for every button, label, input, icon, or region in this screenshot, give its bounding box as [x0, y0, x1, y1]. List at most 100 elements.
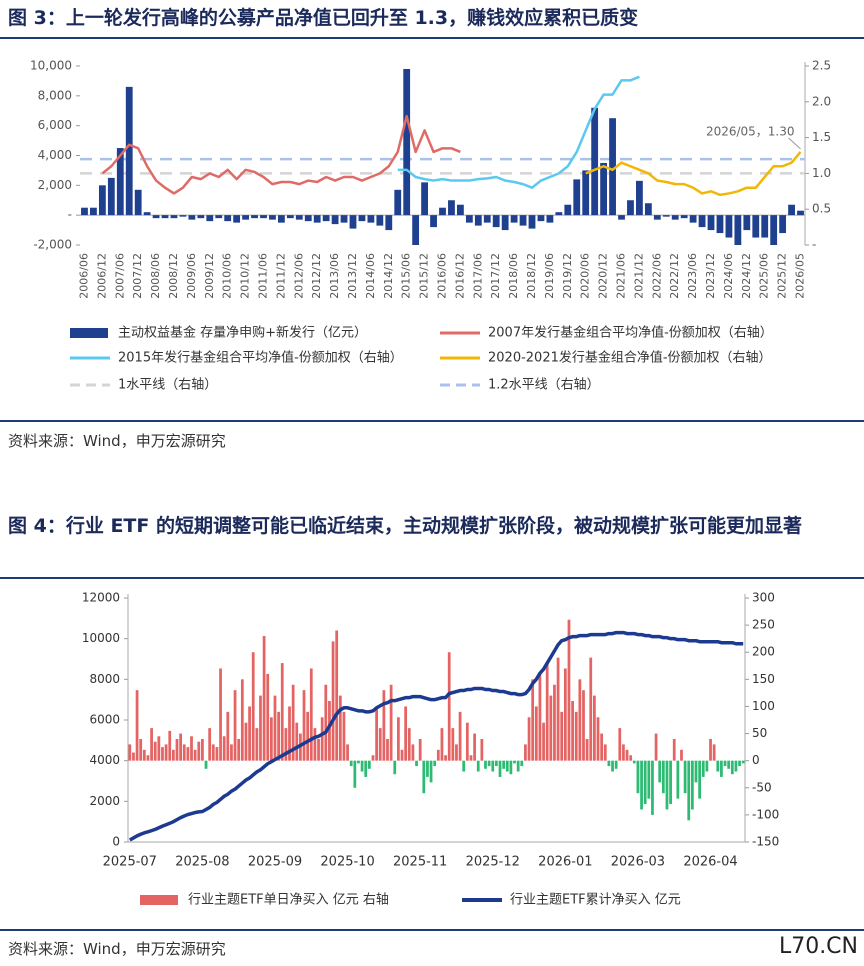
- bar: [694, 760, 698, 783]
- bar: [385, 215, 393, 231]
- bar: [600, 733, 604, 761]
- bar: [614, 760, 618, 769]
- x-tick-label: 2011/12: [274, 253, 287, 299]
- bar: [589, 657, 593, 761]
- y2-tick-label: 150: [752, 672, 775, 686]
- bar: [683, 760, 687, 794]
- figure-title: 图 3：上一轮发行高峰的公募产品净值已回升至 1.3，赚钱效应累积已质变: [8, 7, 639, 29]
- bar: [376, 215, 384, 226]
- bar: [643, 760, 647, 805]
- bar: [553, 684, 556, 761]
- bar: [743, 215, 751, 231]
- bar: [157, 736, 161, 761]
- bar: [260, 215, 267, 219]
- bar: [284, 728, 288, 761]
- bar: [219, 668, 222, 761]
- bar: [349, 760, 353, 767]
- bar: [244, 722, 248, 761]
- bar: [716, 760, 720, 772]
- bar: [585, 738, 589, 761]
- bar: [90, 207, 97, 216]
- bar: [582, 170, 590, 216]
- x-tick-label: 2007/06: [113, 253, 126, 299]
- bar: [386, 738, 389, 761]
- bar: [240, 679, 244, 761]
- bar: [426, 760, 429, 777]
- bar: [770, 215, 778, 245]
- bar: [269, 717, 273, 761]
- bar: [457, 204, 464, 216]
- legend-label: 行业主题ETF单日净买入 亿元 右轴: [188, 893, 389, 908]
- bar: [465, 215, 473, 223]
- bar: [182, 744, 186, 761]
- y-tick-label: 2000: [89, 794, 120, 808]
- bar: [727, 760, 731, 769]
- bar: [701, 760, 705, 777]
- bar: [349, 215, 357, 229]
- bar: [603, 744, 607, 761]
- bar: [364, 760, 368, 777]
- bar: [248, 706, 251, 761]
- bar: [317, 738, 320, 761]
- x-tick-label: 2009/12: [203, 253, 216, 299]
- bar: [546, 215, 554, 223]
- bar: [251, 652, 255, 761]
- bar: [230, 744, 233, 761]
- legend-label: 1水平线（右轴）: [118, 378, 217, 393]
- bar: [607, 760, 611, 767]
- bar: [152, 215, 160, 219]
- bar: [164, 744, 168, 761]
- bar: [357, 760, 360, 764]
- x-tick-label: 2025-07: [103, 855, 157, 870]
- bar: [502, 760, 506, 769]
- bar: [215, 215, 223, 219]
- line: [397, 75, 640, 189]
- bar: [495, 760, 498, 767]
- bar: [611, 760, 614, 772]
- y2-tick-label: 250: [752, 618, 775, 632]
- bar: [465, 722, 469, 761]
- bar: [304, 215, 312, 222]
- x-tick-label: 2025-09: [248, 855, 302, 870]
- legend-label: 行业主题ETF累计净买入 亿元: [510, 893, 681, 908]
- bar: [222, 736, 226, 761]
- bar: [411, 744, 415, 761]
- bar: [593, 695, 596, 761]
- line: [585, 151, 802, 197]
- y-tick-label: -: [68, 208, 72, 222]
- x-tick-label: 2019/06: [543, 253, 556, 299]
- bar: [618, 728, 622, 761]
- annotation-leader: [788, 137, 801, 150]
- bar: [302, 690, 306, 761]
- bar: [338, 695, 342, 761]
- bar: [328, 701, 331, 761]
- bar: [644, 203, 652, 216]
- bar: [322, 215, 330, 222]
- bar: [578, 679, 582, 761]
- bar: [313, 215, 321, 223]
- bar: [397, 717, 400, 761]
- bar: [480, 738, 484, 761]
- bar: [422, 760, 426, 794]
- bar: [492, 215, 500, 228]
- bar: [251, 215, 258, 219]
- bar: [687, 760, 691, 821]
- bar: [545, 663, 549, 761]
- y2-tick-label: -100: [752, 807, 779, 821]
- bar: [498, 760, 502, 777]
- bar: [560, 711, 564, 761]
- line: [101, 114, 461, 195]
- bar: [309, 668, 313, 761]
- bar: [647, 760, 651, 799]
- bar: [734, 760, 738, 772]
- y2-tick-label: 200: [752, 645, 775, 659]
- bar: [429, 760, 433, 783]
- bar: [797, 210, 804, 216]
- bar: [188, 215, 196, 220]
- y2-tick-label: 0: [752, 753, 760, 767]
- bar: [513, 760, 516, 764]
- bar: [170, 215, 178, 219]
- bar: [690, 760, 694, 810]
- x-tick-label: 2025-08: [175, 855, 229, 870]
- x-tick-label: 2016/06: [436, 253, 449, 299]
